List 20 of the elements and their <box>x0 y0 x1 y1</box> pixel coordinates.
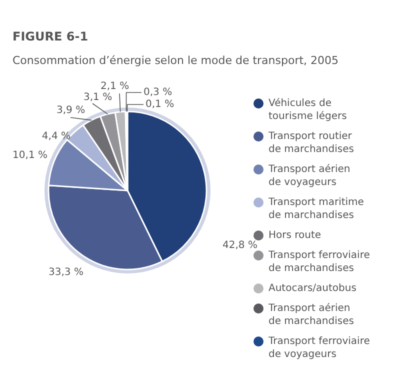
data-label: 2,1 % <box>100 81 130 92</box>
data-label: 3,9 % <box>56 105 86 116</box>
chart-title: FIGURE 6-1 <box>12 30 88 44</box>
legend-label: Transport ferroviaire de marchandises <box>268 250 370 274</box>
legend-label: Transport aérien de voyageurs <box>268 164 350 188</box>
legend-label: Autocars/autobus <box>268 283 356 294</box>
data-label: 10,1 % <box>12 150 48 161</box>
legend-label: Hors route <box>268 230 322 241</box>
data-label: 33,3 % <box>48 267 84 278</box>
legend-label: Transport routier de marchandises <box>268 131 354 155</box>
data-label: 42,8 % <box>222 240 258 251</box>
legend-label: Transport maritime de marchandises <box>268 197 364 221</box>
chart-subtitle: Consommation d’énergie selon le mode de transport, 2005 <box>12 54 339 67</box>
data-label: 3,1 % <box>84 92 112 103</box>
data-label: 0,3 % <box>144 87 172 98</box>
legend-label: Transport aérien de marchandises <box>268 303 354 327</box>
data-label: 0,1 % <box>146 99 174 110</box>
legend-label: Véhicules de tourisme légers <box>268 98 347 122</box>
data-label: 4,4 % <box>42 131 71 142</box>
legend-label: Transport ferroviaire de voyageurs <box>268 336 370 360</box>
